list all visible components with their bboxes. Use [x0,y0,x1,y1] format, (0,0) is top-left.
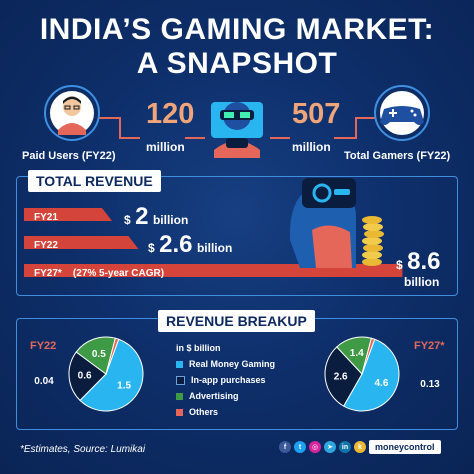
paid-users-unit: million [146,140,185,154]
vr-gamer-illustration [289,178,384,268]
bar-label-fy22: FY22 [34,240,58,251]
coin-stack-icon [362,216,384,266]
title-line-2: A SNAPSHOT [136,47,338,80]
pie-value-label: 4.6 [375,378,389,389]
title-line-1: INDIA’S GAMING MARKET: [39,13,435,46]
pie-slice-others [361,337,376,375]
total-gamers-value: 507 [292,98,341,130]
legend-title: in $ billion [176,343,221,353]
revenue-bar-fy21 [24,208,112,221]
paid-users-value: 120 [146,98,195,130]
pie-slice-others [105,337,120,375]
bar-amount-fy22: $ 2.6 billion [148,231,233,258]
pie-title-fy22: FY22 [30,340,57,352]
legend-item-in-app: In-app purchases [176,372,306,388]
total-revenue-badge: TOTAL REVENUE [28,170,161,192]
pie-value-label: 0.13 [420,379,440,390]
pie-value-label: 2.6 [334,371,348,382]
pie-legend: in $ billion Real Money Gaming In-app pu… [176,340,306,420]
telegram-icon[interactable]: ➤ [324,441,336,453]
bar-label-fy21: FY21 [34,212,58,223]
legend-item-others: Others [176,404,306,420]
twitter-icon[interactable]: t [294,441,306,453]
instagram-icon[interactable]: ◎ [309,441,321,453]
total-gamers-label: Total Gamers (FY22) [344,150,451,162]
bar-amount-fy27: $ 8.6 [396,248,441,275]
cagr-note: (27% 5-year CAGR) [72,268,165,279]
revenue-breakup-badge: REVENUE BREAKUP [158,310,315,332]
pie-value-label: 0.04 [34,376,54,387]
stats-illustration [44,85,430,158]
pie-slice-real-money-gaming [342,338,400,412]
social-icons: f t ◎ ➤ in k moneycontrol [279,440,441,454]
paid-users-label: Paid Users (FY22) [22,150,116,162]
pie-value-label: 1.5 [117,380,131,391]
pie-slice-in-app-purchases [324,346,363,407]
user-icon [44,85,100,141]
pie-title-fy27: FY27* [414,340,445,352]
pie-value-label: 0.5 [92,349,106,360]
pie-value-label: 1.4 [350,348,364,359]
legend-item-advertising: Advertising [176,388,306,404]
bar-amount-fy21: $ 2 billion [124,203,189,230]
pie-slice-in-app-purchases [68,351,107,402]
controller-icon [374,85,430,141]
legend-item-real-money: Real Money Gaming [176,356,306,372]
revenue-bar-fy22 [24,236,139,249]
brand-logo: moneycontrol [369,440,441,454]
facebook-icon[interactable]: f [279,441,291,453]
source-note: *Estimates, Source: Lumikai [20,444,146,455]
gamer-illustration [211,102,263,158]
koo-icon[interactable]: k [354,441,366,453]
linkedin-icon[interactable]: in [339,441,351,453]
bar-label-fy27: FY27* (27% 5-year CAGR) [34,268,165,279]
pie-slice-advertising [75,336,116,375]
total-revenue-panel [16,176,458,296]
bar-amount-fy27-unit: billion [404,275,440,289]
pie-value-label: 0.6 [78,371,92,382]
total-gamers-unit: million [292,140,331,154]
pie-slice-real-money-gaming [79,338,144,412]
